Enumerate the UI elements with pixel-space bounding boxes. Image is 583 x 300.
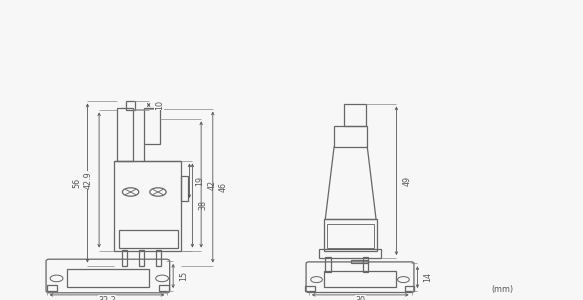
- Bar: [344, 103, 366, 126]
- Bar: [324, 219, 377, 250]
- Bar: [122, 250, 127, 266]
- Text: 10: 10: [154, 100, 164, 110]
- Text: 30: 30: [355, 296, 366, 300]
- Bar: [351, 260, 368, 263]
- Bar: [144, 108, 160, 144]
- Bar: [327, 224, 374, 248]
- Text: 42: 42: [207, 179, 216, 190]
- Bar: [405, 286, 414, 291]
- Bar: [363, 257, 368, 272]
- Text: 15: 15: [179, 271, 188, 281]
- Bar: [117, 108, 133, 160]
- Bar: [159, 285, 169, 291]
- Text: 19: 19: [195, 176, 205, 186]
- Bar: [126, 100, 135, 109]
- Text: 46: 46: [219, 182, 228, 192]
- Bar: [47, 285, 57, 291]
- Bar: [319, 249, 381, 258]
- Text: 14: 14: [423, 272, 433, 282]
- Bar: [181, 176, 188, 201]
- Bar: [324, 271, 396, 287]
- Text: 56: 56: [72, 178, 82, 188]
- Bar: [139, 250, 144, 266]
- Bar: [156, 250, 161, 266]
- Bar: [114, 160, 181, 250]
- Bar: [67, 269, 149, 287]
- Bar: [305, 286, 315, 291]
- Bar: [334, 126, 367, 147]
- Text: 38: 38: [198, 200, 208, 211]
- Bar: [119, 230, 178, 247]
- Text: 42.9: 42.9: [84, 171, 93, 189]
- Text: 49: 49: [402, 176, 412, 186]
- Text: (mm): (mm): [491, 285, 513, 294]
- Text: 32.2: 32.2: [98, 296, 116, 300]
- Bar: [325, 257, 331, 272]
